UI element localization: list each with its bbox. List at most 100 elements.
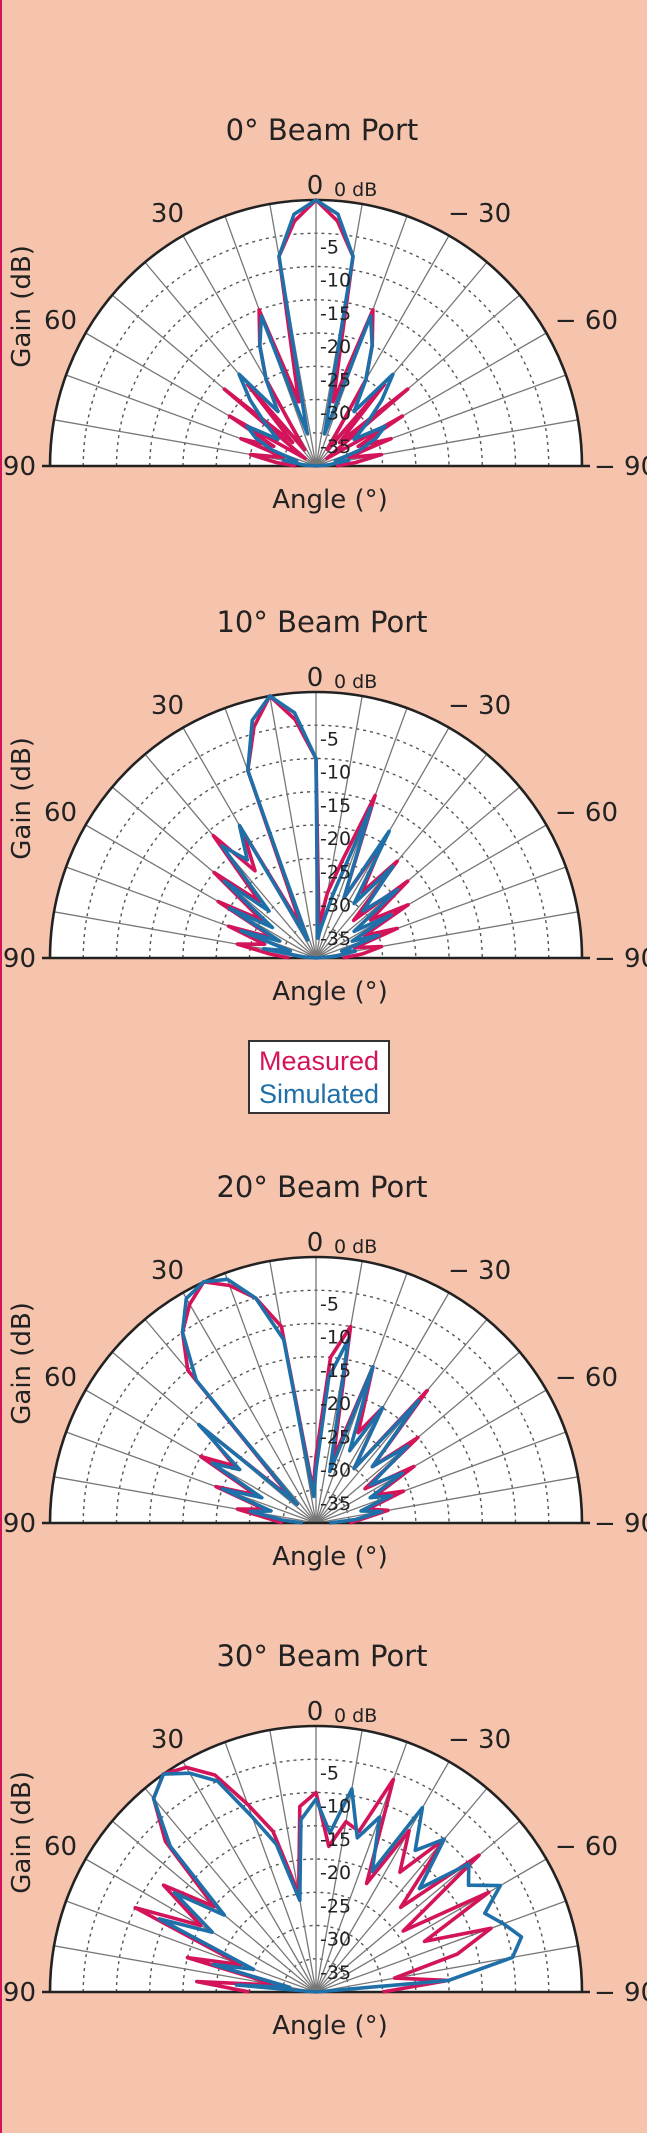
radial-tick-label: -20 [320, 1393, 351, 1415]
radial-tick-label: -25 [320, 861, 351, 883]
radial-tick-label: -15 [320, 1360, 351, 1382]
grid-circle [282, 1489, 350, 1524]
angle-tick-label: 60 [44, 798, 77, 828]
angle-tick-label: − 60 [555, 306, 618, 336]
angle-tick-label: − 90 [594, 452, 647, 482]
radial-tick-label: -25 [320, 369, 351, 391]
angle-tick-label: − 60 [555, 798, 618, 828]
radial-tick-label: -25 [320, 1895, 351, 1917]
angle-tick-label: − 60 [555, 1363, 618, 1393]
chart-title: 30° Beam Port [216, 1639, 427, 1673]
grid-spoke [315, 1431, 567, 1524]
series-simulated-line [151, 1771, 524, 1994]
radial-tick-label: -30 [320, 1460, 351, 1482]
radial-tick-label: -20 [320, 1862, 351, 1884]
radial-tick-label: -5 [320, 728, 339, 750]
angle-tick-label: − 30 [448, 691, 511, 721]
outer-arc [48, 1255, 584, 1524]
radial-tick-label: -15 [320, 1829, 351, 1851]
grid-spoke [53, 419, 317, 467]
radial-tick-label: -35 [320, 436, 351, 458]
series-simulated-line [220, 694, 400, 960]
angle-tick-label: − 90 [594, 944, 647, 974]
angle-tick-label: 90 [3, 944, 36, 974]
grid-spoke [269, 695, 317, 959]
grid-spoke [315, 1389, 547, 1524]
grid-spoke [315, 419, 579, 467]
x-axis-label: Angle (°) [272, 977, 388, 1007]
angle-tick-label: 60 [44, 306, 77, 336]
angle-tick-label: 60 [44, 1832, 77, 1862]
radial-tick-label: 0 dB [334, 1705, 377, 1727]
angle-tick-label: 0 [307, 171, 324, 201]
grid-spoke [144, 1787, 317, 1993]
grid-circle [182, 1389, 450, 1524]
radial-tick-label: -30 [320, 895, 351, 917]
angle-tick-label: 60 [44, 1363, 77, 1393]
grid-spoke [315, 786, 521, 959]
radial-tick-label: -30 [320, 1929, 351, 1951]
panel-30deg-beam-port: 0 dB -5 -10 -15 -20 -25 -30 -35 90 60 30 0 − 30 − 60 −… [3, 1639, 647, 2041]
radial-tick-label: -5 [320, 1293, 339, 1315]
radial-tick-label: 0 dB [334, 179, 377, 201]
grid-circle [182, 332, 450, 467]
grid-spoke [65, 1900, 317, 1993]
radial-tick-label: -10 [320, 270, 351, 292]
angle-tick-label: − 90 [594, 1509, 647, 1539]
x-axis-label: Angle (°) [272, 1542, 388, 1572]
outer-arc [48, 1724, 584, 1993]
radial-tick-label: -10 [320, 1796, 351, 1818]
grid-spoke [53, 1476, 317, 1524]
legend-simulated: Simulated [258, 1079, 380, 1109]
grid-spoke [315, 1761, 450, 1993]
grid-spoke [85, 824, 317, 959]
grid-spoke [315, 1476, 579, 1524]
radial-tick-label: -35 [320, 1493, 351, 1515]
panel-20deg-beam-port: 0 dB -5 -10 -15 -20 -25 -30 -35 90 60 30 0 − 30 − 60 −… [3, 1170, 647, 1572]
radial-tick-label: -15 [320, 303, 351, 325]
x-axis-label: Angle (°) [272, 2011, 388, 2041]
legend: Measured Simulated [248, 1040, 390, 1114]
y-axis-label: Gain (dB) [7, 1302, 37, 1425]
radial-tick-label: -10 [320, 1327, 351, 1349]
radial-tick-label: -5 [320, 1762, 339, 1784]
grid-spoke [315, 1820, 521, 1993]
radial-tick-label: -30 [320, 403, 351, 425]
y-axis-label: Gain (dB) [7, 737, 37, 860]
angle-tick-label: − 30 [448, 1256, 511, 1286]
radial-tick-label: -25 [320, 1426, 351, 1448]
grid-spoke [315, 1260, 363, 1524]
grid-spoke [315, 753, 488, 959]
angle-tick-label: 90 [3, 1509, 36, 1539]
radial-tick-label: 0 dB [334, 671, 377, 693]
x-axis-label: Angle (°) [272, 485, 388, 515]
radial-tick-label: -35 [320, 1962, 351, 1984]
grid-spoke [65, 1431, 317, 1524]
grid-spoke [315, 1787, 488, 1993]
outer-arc [48, 690, 584, 959]
chart-title: 20° Beam Port [216, 1170, 427, 1204]
angle-tick-label: 0 [307, 663, 324, 693]
angle-tick-label: − 60 [555, 1832, 618, 1862]
grid-circle [182, 824, 450, 959]
panel-0deg-beam-port: 0 dB -5 -10 -15 -20 -25 -30 -35 90 60 30 0 − 30 − 60 −… [3, 113, 647, 515]
grid-spoke [315, 1945, 579, 1993]
angle-tick-label: 90 [3, 1978, 36, 2008]
radial-tick-label: 0 dB [334, 1236, 377, 1258]
radial-tick-label: -10 [320, 762, 351, 784]
legend-measured: Measured [258, 1046, 380, 1076]
grid-spoke [315, 1729, 363, 1993]
grid-spoke [224, 1272, 317, 1524]
radial-tick-label: -20 [320, 828, 351, 850]
chart-title: 0° Beam Port [226, 113, 419, 147]
angle-tick-label: − 90 [594, 1978, 647, 2008]
y-axis-label: Gain (dB) [7, 245, 37, 368]
radial-tick-label: -15 [320, 795, 351, 817]
grid-circle [282, 1958, 350, 1993]
grid-circle [282, 432, 350, 467]
series-measured-line [180, 1280, 429, 1525]
y-axis-label: Gain (dB) [7, 1771, 37, 1894]
angle-tick-label: − 30 [448, 1725, 511, 1755]
angle-tick-label: 0 [307, 1697, 324, 1727]
